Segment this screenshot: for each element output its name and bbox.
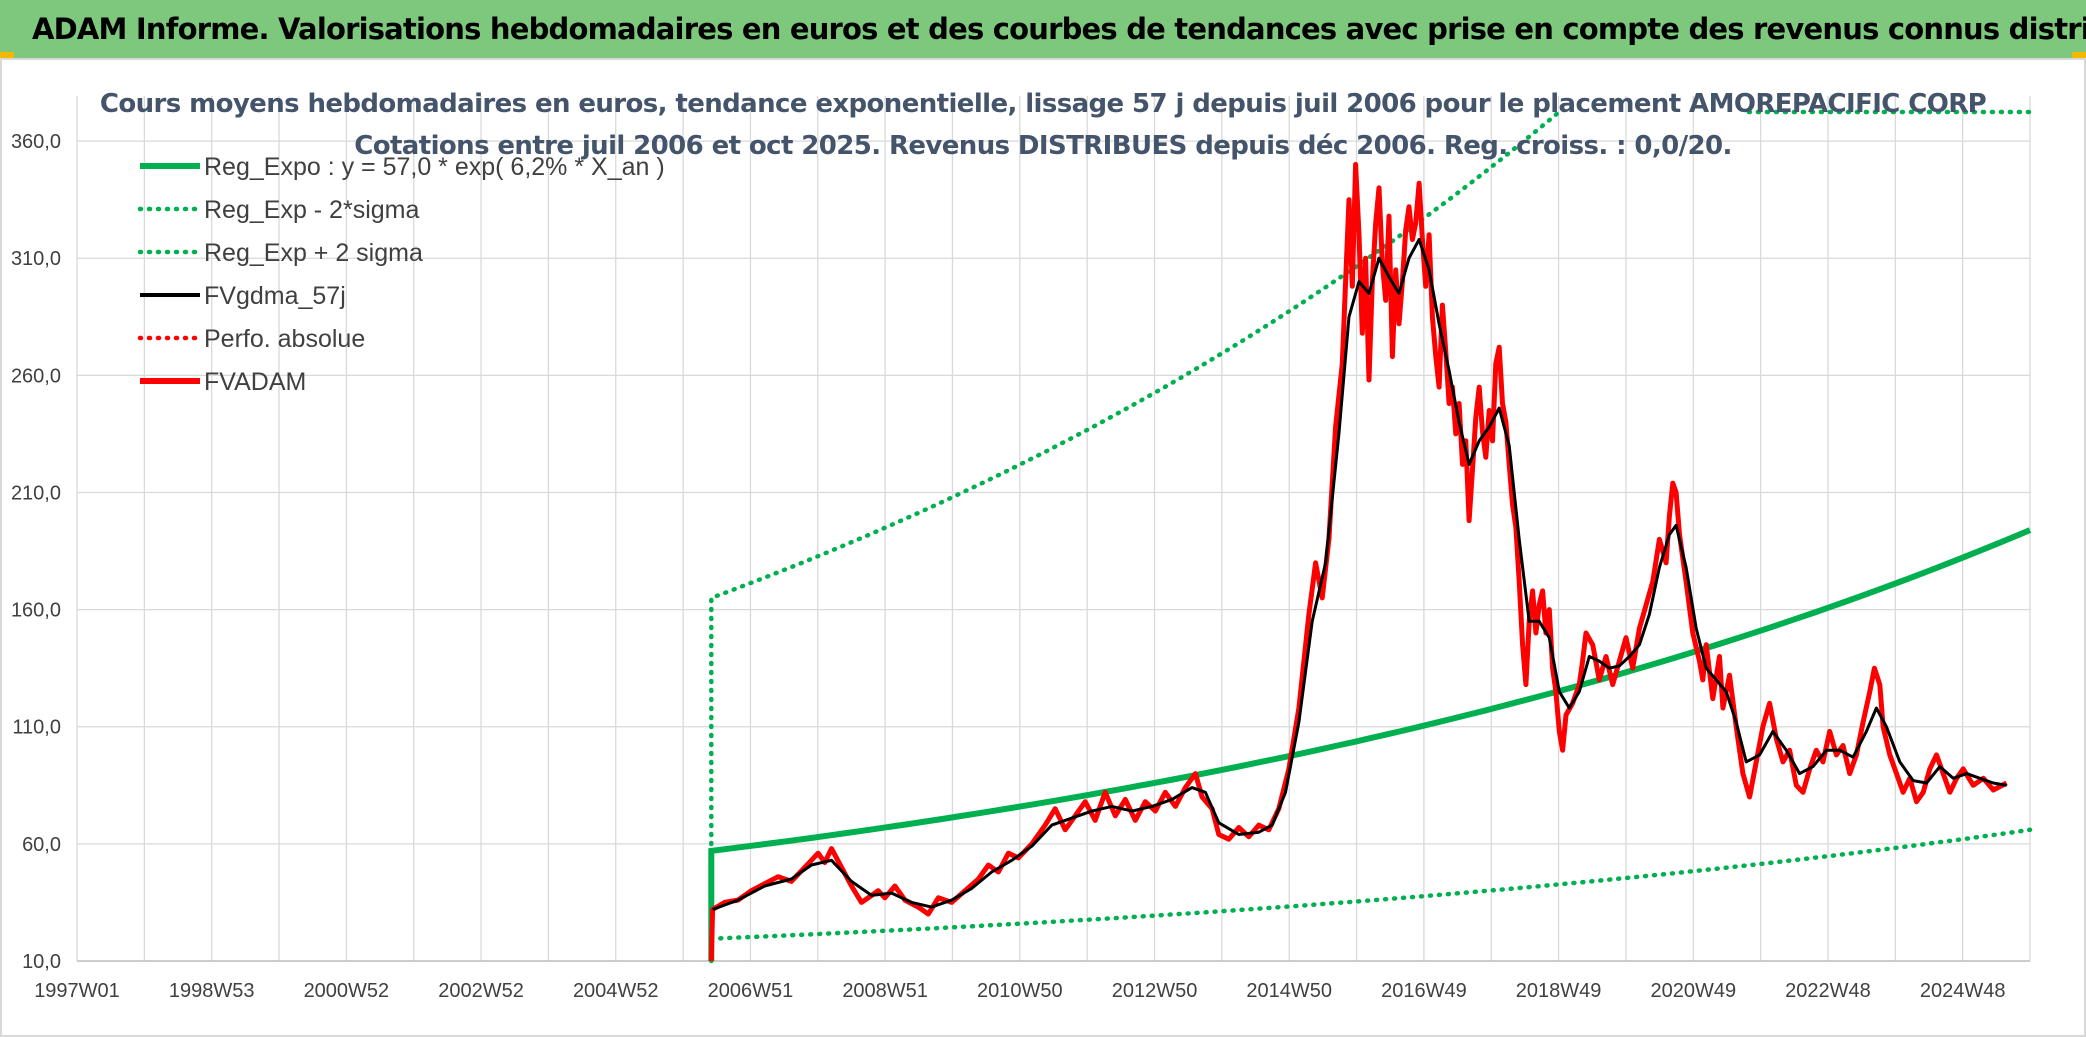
report-banner: ADAM Informe. Valorisations hebdomadaire… <box>0 0 2086 58</box>
y-tick-label: 10,0 <box>22 951 61 973</box>
y-tick-label: 110,0 <box>12 717 61 739</box>
series-lines <box>708 109 2033 964</box>
left-corner-mark <box>0 52 14 59</box>
x-tick-label: 2024W48 <box>1920 980 2006 1002</box>
legend-label: Reg_Exp + 2 sigma <box>204 239 423 267</box>
x-tick-label: 1998W53 <box>169 980 255 1002</box>
x-tick-label: 2000W52 <box>304 980 390 1002</box>
x-tick-label: 1997W01 <box>34 980 120 1002</box>
y-tick-label: 210,0 <box>11 482 61 504</box>
legend-label: Reg_Expo : y = 57,0 * exp( 6,2% * X_an ) <box>204 153 665 181</box>
y-tick-label: 260,0 <box>11 365 61 387</box>
legend-label: Reg_Exp - 2*sigma <box>204 196 419 224</box>
legend-label: Perfo. absolue <box>204 325 365 353</box>
y-tick-label: 310,0 <box>11 248 61 270</box>
right-corner-mark <box>2072 52 2086 59</box>
chart-title-line2: Cotations entre juil 2006 et oct 2025. R… <box>354 131 1732 161</box>
y-tick-label: 60,0 <box>22 834 61 856</box>
x-tick-label: 2008W51 <box>842 980 928 1002</box>
chart-title-line1: Cours moyens hebdomadaires en euros, ten… <box>100 89 1986 119</box>
x-tick-label: 2016W49 <box>1381 980 1467 1002</box>
gridlines <box>76 96 2031 962</box>
regression-line <box>708 527 2032 961</box>
legend-label: FVADAM <box>204 368 306 396</box>
fvgdma-line <box>712 238 2007 911</box>
legend: Reg_Expo : y = 57,0 * exp( 6,2% * X_an )… <box>137 153 665 396</box>
report-title: ADAM Informe. Valorisations hebdomadaire… <box>32 12 2086 46</box>
legend-label: FVgdma_57j <box>204 282 346 310</box>
x-tick-label: 2020W49 <box>1650 980 1736 1002</box>
lower-band-line <box>709 827 2033 941</box>
x-tick-label: 2002W52 <box>438 980 524 1002</box>
x-tick-label: 2018W49 <box>1516 980 1602 1002</box>
x-tick-label: 2006W51 <box>708 980 794 1002</box>
x-tick-label: 2010W50 <box>977 980 1063 1002</box>
x-tick-label: 2012W50 <box>1112 980 1198 1002</box>
y-tick-label: 360,0 <box>11 131 61 153</box>
x-tick-label: 2004W52 <box>573 980 659 1002</box>
axes: 10,0 60,0 110,0 160,0 210,0 260,0 310,0 360,0 19… <box>11 131 2030 1002</box>
x-tick-label: 2022W48 <box>1785 980 1871 1002</box>
x-tick-label: 2014W50 <box>1246 980 1332 1002</box>
chart-frame: 10,0 60,0 110,0 160,0 210,0 260,0 310,0 360,0 19… <box>0 58 2086 1037</box>
trend-chart: 10,0 60,0 110,0 160,0 210,0 260,0 310,0 360,0 19… <box>11 89 2033 1002</box>
y-tick-label: 160,0 <box>11 600 61 622</box>
